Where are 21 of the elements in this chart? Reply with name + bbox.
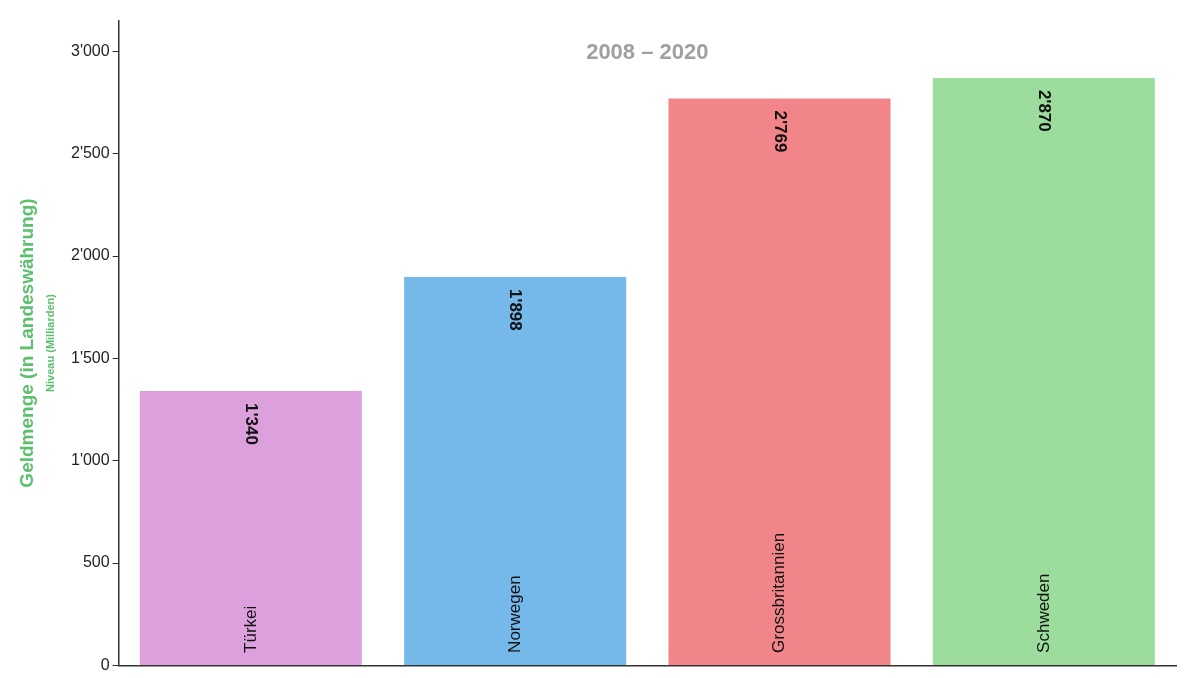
x-tick-label: Grossbritannien xyxy=(769,532,789,653)
x-tick-label: Türkei xyxy=(240,605,260,653)
bar xyxy=(404,276,627,665)
bar xyxy=(932,77,1155,665)
text: 2008 – 2020 xyxy=(586,39,709,65)
y-tick-label: 2'500 xyxy=(70,144,110,162)
x-tick-label: Norwegen xyxy=(504,575,524,653)
y-tick-label: 3'000 xyxy=(70,41,110,59)
bar xyxy=(668,98,891,665)
y-tick-label: 500 xyxy=(82,553,110,571)
bar xyxy=(139,391,362,665)
y-tick-label: 1'000 xyxy=(70,451,110,469)
data-label: 1'898 xyxy=(506,288,526,331)
y-tick-label: 2'000 xyxy=(70,246,110,264)
y-axis-title: Geldmenge (in Landeswährung) Niveau (Milliarden) xyxy=(16,198,57,488)
data-label: 2'769 xyxy=(770,110,790,153)
x-tick-label: Schweden xyxy=(1033,573,1053,653)
y-tick-label: 0 xyxy=(100,655,110,673)
data-label: 1'340 xyxy=(242,403,262,445)
data-label: 2'870 xyxy=(1035,89,1055,132)
y-tick-label: 1'500 xyxy=(70,348,110,366)
